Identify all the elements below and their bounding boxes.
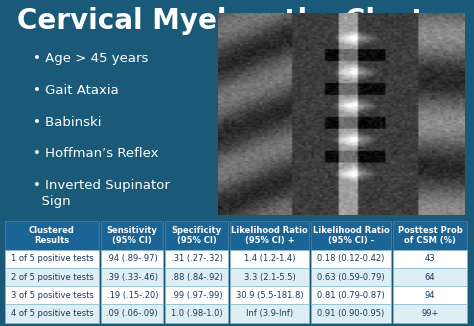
Bar [5, 286, 99, 304]
Text: 30.9 (5.5-181.8): 30.9 (5.5-181.8) [236, 291, 303, 300]
Text: Cervical Myelopathy Cluster: Cervical Myelopathy Cluster [17, 7, 457, 35]
Text: • Inverted Supinator
  Sign: • Inverted Supinator Sign [33, 179, 170, 208]
Text: 0.91 (0.90-0.95): 0.91 (0.90-0.95) [317, 309, 384, 318]
Text: 43: 43 [425, 254, 435, 263]
Bar [392, 286, 467, 304]
Text: 3.3 (2.1-5.5): 3.3 (2.1-5.5) [244, 273, 295, 282]
Bar [311, 250, 391, 268]
Text: Posttest Prob
of CSM (%): Posttest Prob of CSM (%) [398, 226, 463, 244]
Text: 4 of 5 positive tests: 4 of 5 positive tests [10, 309, 93, 318]
Bar [101, 304, 164, 323]
Bar [5, 250, 99, 268]
Bar [165, 304, 228, 323]
Text: Inf (3.9-Inf): Inf (3.9-Inf) [246, 309, 293, 318]
Bar [165, 221, 228, 250]
Bar [311, 268, 391, 286]
Text: .94 (.89-.97): .94 (.89-.97) [106, 254, 158, 263]
Text: .19 (.15-.20): .19 (.15-.20) [107, 291, 158, 300]
Bar [165, 268, 228, 286]
Bar [5, 221, 99, 250]
Bar [101, 250, 164, 268]
Text: 99+: 99+ [421, 309, 439, 318]
Text: 64: 64 [425, 273, 435, 282]
Bar [165, 286, 228, 304]
Text: Likelihood Ratio
(95% CI) +: Likelihood Ratio (95% CI) + [231, 226, 308, 244]
Text: .99 (.97-.99): .99 (.97-.99) [171, 291, 222, 300]
Bar [392, 304, 467, 323]
Text: • Babinski: • Babinski [33, 116, 102, 129]
Bar [229, 268, 309, 286]
Text: 2 of 5 positive tests: 2 of 5 positive tests [10, 273, 93, 282]
Bar [229, 250, 309, 268]
Bar [392, 250, 467, 268]
Bar [101, 221, 164, 250]
Text: .09 (.06-.09): .09 (.06-.09) [107, 309, 158, 318]
Text: 3 of 5 positive tests: 3 of 5 positive tests [10, 291, 93, 300]
Text: Specificity
(95% CI): Specificity (95% CI) [172, 226, 221, 244]
Bar [5, 268, 99, 286]
Text: • Gait Ataxia: • Gait Ataxia [33, 84, 119, 97]
Text: .31 (.27-.32): .31 (.27-.32) [171, 254, 222, 263]
Bar [5, 304, 99, 323]
Bar [392, 268, 467, 286]
Text: Clustered
Results: Clustered Results [29, 226, 75, 244]
Bar [229, 221, 309, 250]
Bar [311, 286, 391, 304]
Text: 0.18 (0.12-0.42): 0.18 (0.12-0.42) [317, 254, 384, 263]
Text: 1.0 (.98-1.0): 1.0 (.98-1.0) [171, 309, 222, 318]
Text: • Age > 45 years: • Age > 45 years [33, 52, 148, 66]
Text: • Hoffman’s Reflex: • Hoffman’s Reflex [33, 147, 159, 160]
Text: 94: 94 [425, 291, 435, 300]
Bar [311, 221, 391, 250]
Bar [229, 304, 309, 323]
Bar [101, 286, 164, 304]
Text: 1.4 (1.2-1.4): 1.4 (1.2-1.4) [244, 254, 295, 263]
Text: Likelihood Ratio
(95% CI) -: Likelihood Ratio (95% CI) - [312, 226, 389, 244]
Bar [392, 221, 467, 250]
Text: 0.81 (0.79-0.87): 0.81 (0.79-0.87) [317, 291, 385, 300]
Bar [165, 250, 228, 268]
Text: Sensitivity
(95% CI): Sensitivity (95% CI) [107, 226, 158, 244]
Text: .88 (.84-.92): .88 (.84-.92) [171, 273, 222, 282]
Bar [311, 304, 391, 323]
Bar [101, 268, 164, 286]
Text: 0.63 (0.59-0.79): 0.63 (0.59-0.79) [317, 273, 385, 282]
Bar [229, 286, 309, 304]
Text: 1 of 5 positive tests: 1 of 5 positive tests [10, 254, 93, 263]
Text: .39 (.33-.46): .39 (.33-.46) [106, 273, 158, 282]
